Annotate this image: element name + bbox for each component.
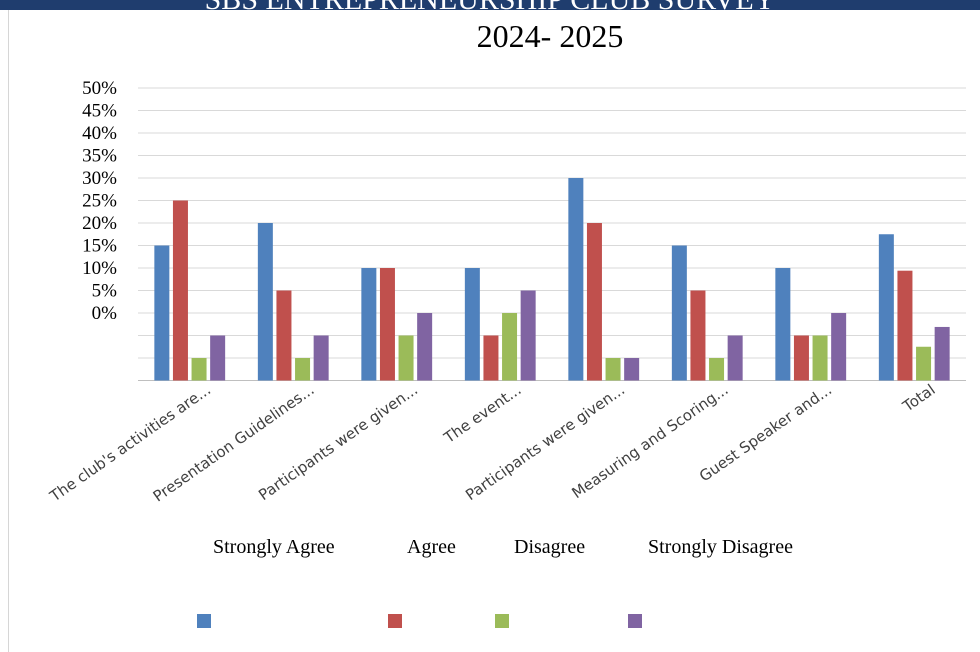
y-tick-label: 10% xyxy=(82,258,117,279)
bar xyxy=(191,358,207,381)
bars xyxy=(154,178,950,381)
bar xyxy=(586,223,602,381)
bar xyxy=(916,346,932,381)
bar xyxy=(793,335,809,381)
bar xyxy=(775,268,791,381)
bar xyxy=(483,335,499,381)
bar xyxy=(897,270,913,381)
bar xyxy=(210,335,226,381)
bar xyxy=(172,200,188,381)
x-tick-label: Total xyxy=(899,381,939,416)
legend-swatch-agree xyxy=(388,614,402,628)
title-banner: SBS ENTREPRENEURSHIP CLUB SURVEY xyxy=(0,0,980,10)
bar xyxy=(934,326,950,381)
legend-swatch-disagree xyxy=(495,614,509,628)
legend-label-agree: Agree xyxy=(407,536,456,558)
x-tick-label: The event... xyxy=(440,381,525,448)
bar xyxy=(361,268,377,381)
x-tick-label: The club's activities are... xyxy=(46,381,214,506)
frame-edge xyxy=(8,10,9,652)
chart-title: SBS ENTREPRENEURSHIP CLUB SURVEY xyxy=(0,0,980,10)
bar xyxy=(313,335,329,381)
y-tick-label: 5% xyxy=(92,281,118,302)
bar xyxy=(520,290,536,381)
y-tick-label: 20% xyxy=(82,213,117,234)
bar xyxy=(398,335,414,381)
bar xyxy=(379,268,395,381)
chart-subtitle: 2024- 2025 xyxy=(476,18,624,54)
bar xyxy=(671,245,687,381)
bar xyxy=(831,313,847,381)
bar xyxy=(502,313,518,381)
y-tick-label: 30% xyxy=(82,168,117,189)
bar xyxy=(709,358,725,381)
x-tick-label: Presentation Guidelines... xyxy=(150,381,318,506)
y-tick-label: 35% xyxy=(82,146,117,167)
y-tick-label: 40% xyxy=(82,123,117,144)
legend-label-strongly-disagree: Strongly Disagree xyxy=(648,536,793,558)
bar xyxy=(812,335,828,381)
bar xyxy=(464,268,480,381)
legend-swatch-strongly-agree xyxy=(197,614,211,628)
y-tick-label: 15% xyxy=(82,236,117,257)
bar xyxy=(276,290,292,381)
bar xyxy=(257,223,273,381)
bar xyxy=(568,178,584,381)
y-tick-label: 25% xyxy=(82,191,117,212)
y-tick-label: 50% xyxy=(82,78,117,99)
bar xyxy=(878,234,894,381)
bar xyxy=(624,358,640,381)
bar xyxy=(417,313,433,381)
y-tick-label: 0% xyxy=(92,303,118,324)
y-axis-tick-labels: 50%45%40%35%30%25%20%15%10%5%0% xyxy=(82,78,117,324)
bar xyxy=(154,245,170,381)
x-axis-category-labels: The club's activities are...Presentation… xyxy=(46,381,939,506)
bar xyxy=(605,358,621,381)
legend-swatch-strongly-disagree xyxy=(628,614,642,628)
legend-label-disagree: Disagree xyxy=(514,536,586,558)
gridlines xyxy=(138,87,966,381)
legend-label-strongly-agree: Strongly Agree xyxy=(213,536,335,558)
y-tick-label: 45% xyxy=(82,101,117,122)
bar xyxy=(690,290,706,381)
bar xyxy=(727,335,743,381)
bar xyxy=(295,358,311,381)
